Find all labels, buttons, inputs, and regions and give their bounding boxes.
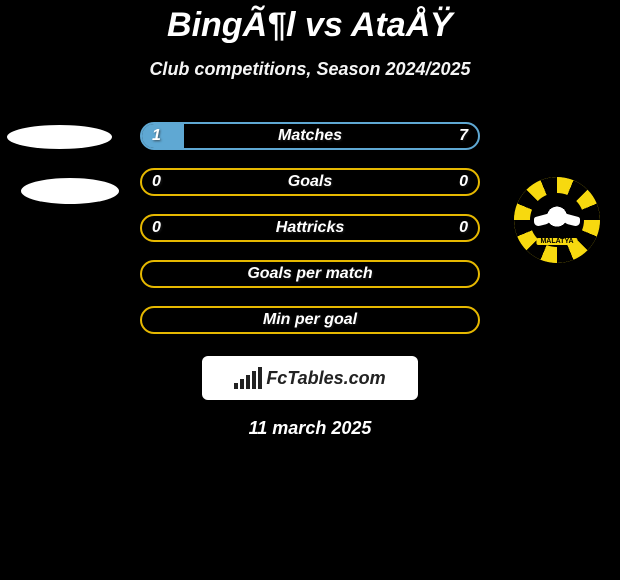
comparison-bars: 1 Matches 7 0 Goals 0 0 Hattricks 0 Goals per mat… bbox=[140, 122, 480, 334]
date-label: 11 march 2025 bbox=[0, 418, 620, 439]
watermark: FcTables.com bbox=[202, 356, 418, 400]
stat-bar: 0 Hattricks 0 bbox=[140, 214, 480, 242]
wm-bar bbox=[234, 383, 238, 389]
bar-label: Matches bbox=[278, 127, 342, 145]
bar-right-value: 7 bbox=[459, 127, 468, 145]
eagle-icon bbox=[540, 203, 574, 237]
watermark-text: FcTables.com bbox=[266, 368, 385, 389]
wm-bar bbox=[252, 371, 256, 389]
bar-left-value: 0 bbox=[152, 219, 161, 237]
stat-bar: Goals per match bbox=[140, 260, 480, 288]
watermark-chart-icon bbox=[234, 367, 262, 389]
bar-label: Min per goal bbox=[263, 311, 357, 329]
bar-label: Hattricks bbox=[276, 219, 344, 237]
bar-label: Goals bbox=[288, 173, 332, 191]
wm-bar bbox=[240, 379, 244, 389]
wm-bar bbox=[258, 367, 262, 389]
wm-bar bbox=[246, 375, 250, 389]
subtitle: Club competitions, Season 2024/2025 bbox=[0, 59, 620, 80]
team-crest-right: MALATYA bbox=[514, 177, 600, 263]
page-title: BingÃ¶l vs AtaÅŸ bbox=[0, 0, 620, 45]
bar-fill-left bbox=[142, 124, 184, 148]
stat-bar: 1 Matches 7 bbox=[140, 122, 480, 150]
stat-bar: Min per goal bbox=[140, 306, 480, 334]
decorative-ellipse bbox=[21, 178, 119, 204]
bar-right-value: 0 bbox=[459, 173, 468, 191]
stat-bar: 0 Goals 0 bbox=[140, 168, 480, 196]
bar-right-value: 0 bbox=[459, 219, 468, 237]
bar-left-value: 0 bbox=[152, 173, 161, 191]
decorative-ellipse bbox=[7, 125, 112, 149]
crest-banner: MALATYA bbox=[536, 238, 577, 245]
bar-label: Goals per match bbox=[247, 265, 372, 283]
bar-left-value: 1 bbox=[152, 127, 161, 145]
